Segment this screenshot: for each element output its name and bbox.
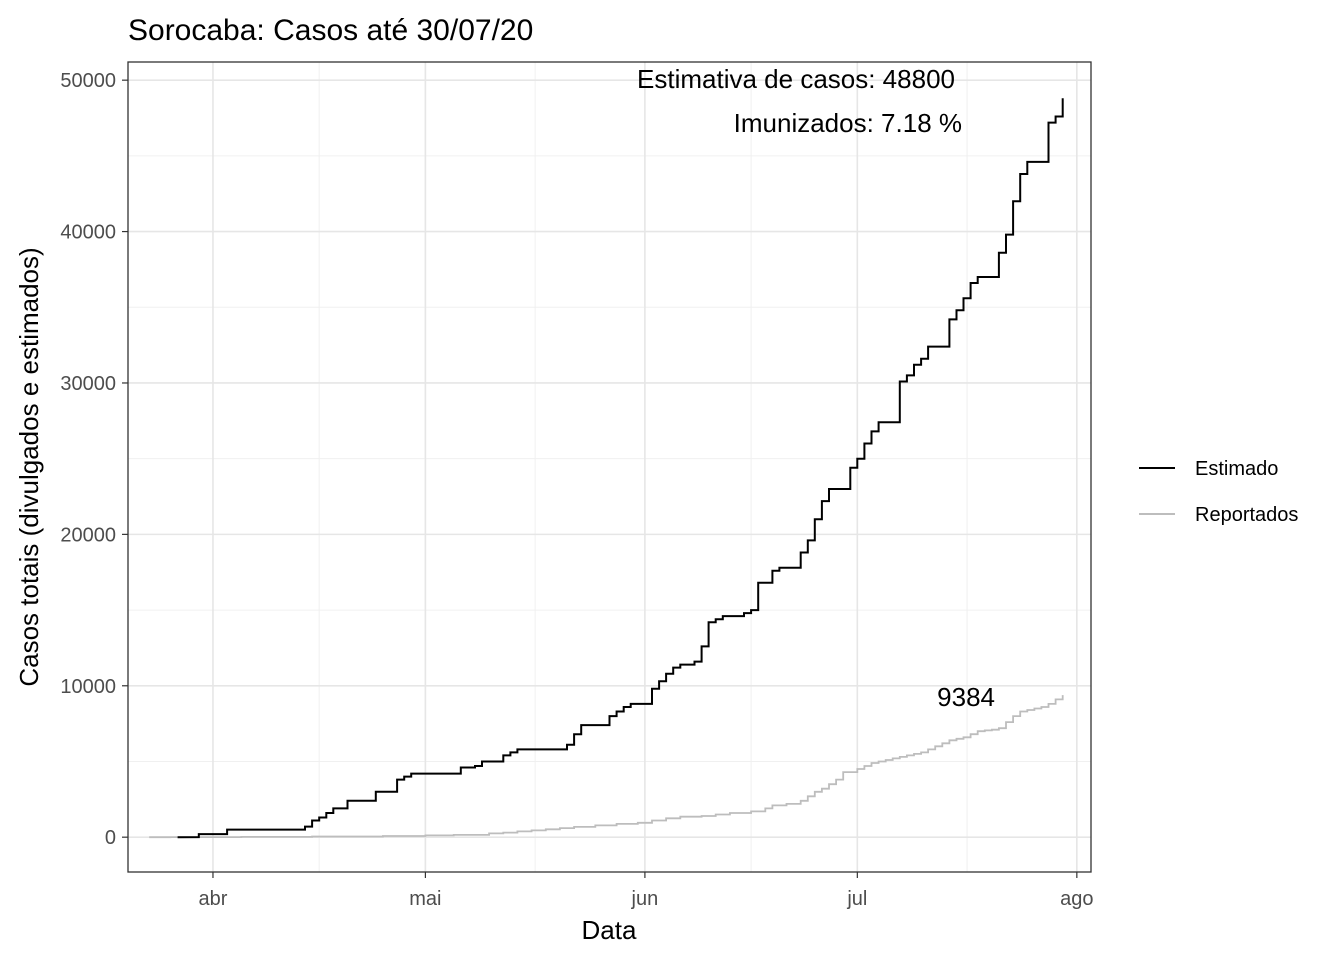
x-tick-label: mai [409, 888, 441, 910]
x-tick-label: abr [199, 888, 228, 910]
y-tick-label: 20000 [60, 524, 116, 546]
estimate-annotation: Estimativa de casos: 48800 [637, 64, 955, 94]
x-tick-label: jul [846, 888, 867, 910]
y-tick-label: 10000 [60, 676, 116, 698]
series-layer [149, 98, 1064, 839]
legend-label-reportados: Reportados [1195, 504, 1298, 526]
series-line-reportados [149, 695, 1064, 839]
x-axis-title: Data [582, 915, 637, 945]
immunized-annotation: Imunizados: 7.18 % [734, 108, 962, 138]
legend: Estimado Reportados [1139, 458, 1298, 526]
y-tick-label: 40000 [60, 222, 116, 244]
reported-last-annotation: 9384 [937, 682, 995, 712]
y-axis-title: Casos totais (divulgados e estimados) [14, 247, 44, 686]
y-tick-label: 0 [105, 827, 116, 849]
y-tick-label: 50000 [60, 70, 116, 92]
axes: 0 10000 20000 30000 40000 50000 abr mai jun jul ag… [60, 70, 1093, 910]
x-tick-label: ago [1060, 888, 1093, 910]
y-tick-label: 30000 [60, 373, 116, 395]
series-line-estimado [177, 98, 1064, 839]
legend-label-estimado: Estimado [1195, 458, 1278, 480]
plot-panel-border [127, 61, 1092, 873]
chart-title: Sorocaba: Casos até 30/07/20 [128, 14, 533, 47]
x-tick-label: jun [631, 888, 659, 910]
grid-lines [128, 62, 1091, 872]
